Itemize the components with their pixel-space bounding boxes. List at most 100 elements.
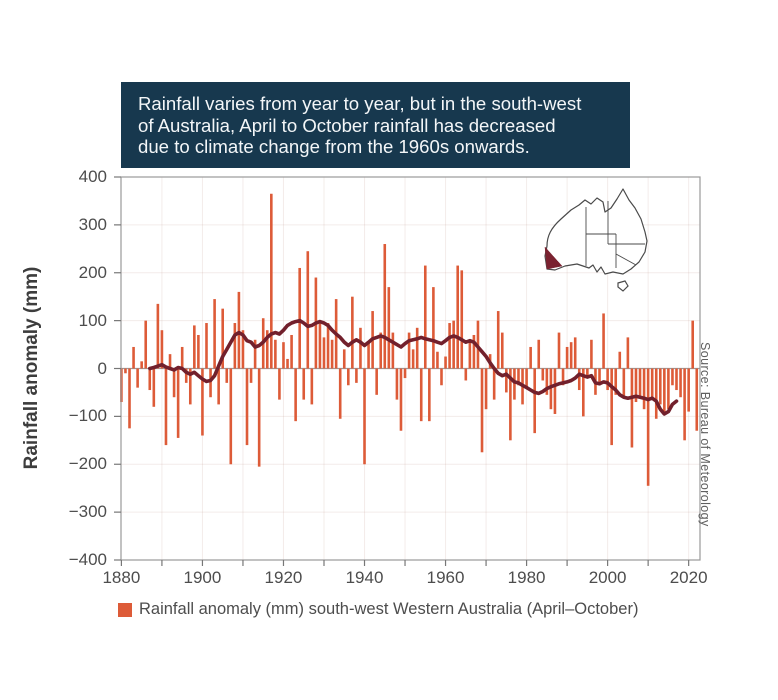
anomaly-bar-1994 — [582, 368, 585, 417]
anomaly-bar-2017 — [675, 368, 678, 391]
southwest-wa-highlight — [544, 246, 563, 270]
anomaly-bar-1951 — [407, 332, 411, 369]
anomaly-bar-1999 — [602, 313, 605, 369]
anomaly-bar-1894 — [176, 368, 180, 438]
anomaly-bar-1910 — [241, 330, 245, 369]
anomaly-bar-1957 — [432, 287, 435, 369]
australia-outline — [544, 188, 648, 275]
anomaly-bar-1895 — [180, 346, 184, 369]
y-tick-label-300: 300 — [78, 214, 107, 234]
anomaly-bar-1944 — [379, 332, 383, 369]
anomaly-bar-1929 — [318, 320, 322, 369]
anomaly-bar-1975 — [505, 368, 508, 393]
anomaly-bar-1989 — [561, 368, 565, 386]
anomaly-bar-1884 — [136, 368, 139, 388]
anomaly-bar-1976 — [509, 368, 512, 441]
anomaly-bar-1938 — [355, 368, 358, 383]
anomaly-bar-1904 — [217, 368, 220, 405]
anomaly-bar-1891 — [164, 368, 168, 446]
anomaly-bar-1934 — [338, 368, 342, 419]
anomaly-bar-1961 — [448, 323, 451, 369]
anomaly-bar-1900 — [201, 368, 204, 436]
anomaly-bar-1990 — [565, 346, 569, 369]
anomaly-bar-1970 — [484, 368, 488, 410]
anomaly-bar-1963 — [456, 265, 460, 369]
anomaly-bar-2018 — [679, 368, 682, 398]
anomaly-bar-1964 — [460, 270, 464, 369]
anomaly-bar-1949 — [399, 368, 403, 431]
anomaly-bar-1909 — [237, 291, 241, 369]
anomaly-bar-1923 — [294, 368, 297, 422]
y-tick-label-100: 100 — [78, 310, 107, 330]
anomaly-bar-1887 — [148, 368, 152, 391]
anomaly-bar-1888 — [152, 368, 156, 407]
anomaly-bar-1965 — [464, 368, 468, 381]
anomaly-bar-1985 — [545, 368, 549, 395]
anomaly-bar-1945 — [383, 244, 387, 369]
anomaly-bar-2022 — [695, 368, 699, 431]
anomaly-bar-1912 — [249, 368, 253, 383]
anomaly-bar-1941 — [367, 342, 370, 369]
anomaly-bar-1952 — [411, 349, 415, 369]
anomaly-bar-1899 — [197, 334, 200, 369]
anomaly-bar-2003 — [618, 351, 622, 369]
anomaly-bar-1996 — [590, 339, 593, 369]
anomaly-bar-1960 — [444, 356, 447, 369]
anomaly-bar-2000 — [606, 368, 609, 391]
chart-legend: Rainfall anomaly (mm) south-west Western… — [118, 600, 638, 619]
anomaly-bar-1967 — [472, 334, 476, 369]
anomaly-bar-1903 — [213, 299, 216, 369]
x-tick-label-1980: 1980 — [507, 568, 546, 587]
anomaly-bar-1905 — [221, 308, 224, 369]
y-tick-label--400: −400 — [68, 550, 107, 569]
anomaly-bar-1885 — [140, 361, 143, 369]
anomaly-bar-2008 — [638, 368, 642, 398]
anomaly-bar-1958 — [436, 351, 439, 369]
anomaly-bar-2006 — [630, 368, 634, 448]
australia-map-inset — [544, 188, 648, 292]
title-line-3: due to climate change from the 1960s onw… — [138, 136, 530, 157]
anomaly-bar-2021 — [691, 320, 695, 369]
anomaly-bar-1986 — [549, 368, 553, 410]
anomaly-bar-1984 — [541, 368, 545, 381]
anomaly-bar-1972 — [492, 368, 496, 400]
y-tick-label-200: 200 — [78, 262, 107, 282]
anomaly-bar-1998 — [598, 368, 601, 386]
anomaly-bar-1969 — [480, 368, 484, 453]
anomaly-bar-1919 — [278, 368, 281, 400]
anomaly-bar-1922 — [290, 334, 293, 369]
anomaly-bar-1896 — [184, 368, 188, 383]
anomaly-bar-1948 — [395, 368, 399, 400]
anomaly-bar-1995 — [586, 368, 589, 379]
anomaly-bar-1926 — [306, 251, 310, 369]
anomaly-bar-1954 — [419, 368, 423, 422]
anomaly-bar-1902 — [209, 368, 212, 398]
anomaly-bar-1991 — [569, 342, 573, 369]
anomaly-bar-1913 — [253, 339, 257, 369]
anomaly-bar-2007 — [634, 368, 638, 403]
anomaly-bar-1982 — [533, 368, 536, 434]
anomaly-bar-1931 — [326, 323, 330, 369]
tasmania-outline — [617, 280, 629, 292]
anomaly-bar-1911 — [245, 368, 249, 446]
anomaly-bar-1973 — [496, 311, 500, 369]
x-tick-label-2000: 2000 — [588, 568, 627, 587]
anomaly-bar-1920 — [282, 342, 285, 369]
anomaly-bar-1907 — [229, 368, 233, 465]
anomaly-bar-2014 — [663, 368, 666, 412]
anomaly-bar-1939 — [359, 327, 362, 369]
anomaly-bar-1890 — [160, 330, 164, 369]
anomaly-bar-1955 — [423, 265, 427, 369]
anomaly-bar-2004 — [622, 368, 626, 398]
anomaly-bar-2019 — [683, 368, 686, 441]
anomaly-bar-2002 — [614, 368, 618, 395]
anomaly-bar-1947 — [391, 332, 395, 369]
anomaly-bar-1978 — [517, 368, 520, 386]
x-tick-label-1940: 1940 — [345, 568, 384, 587]
anomaly-bar-1889 — [156, 303, 160, 369]
y-tick-label-400: 400 — [78, 167, 107, 186]
title-line-2: of Australia, April to October rainfall … — [138, 114, 556, 136]
x-tick-label-1880: 1880 — [102, 568, 141, 587]
anomaly-bar-1936 — [347, 368, 350, 386]
